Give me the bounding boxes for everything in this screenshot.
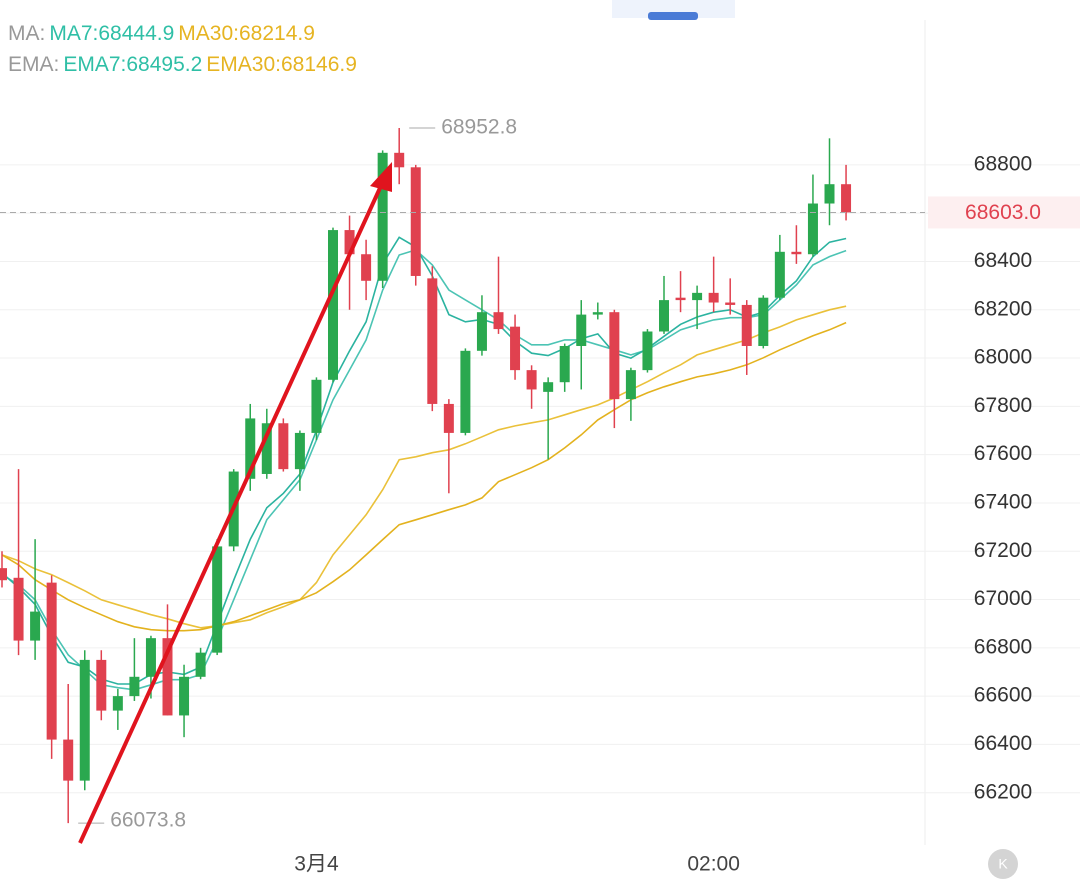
- arrow-head: [370, 162, 392, 192]
- indicator-lines: [1, 236, 847, 691]
- y-tick-label: 67800: [974, 394, 1032, 417]
- candle-body: [129, 676, 140, 697]
- annotation-label: 68952.8: [441, 116, 517, 139]
- y-tick-label: 68400: [974, 249, 1032, 272]
- legend-prefix: EMA:: [8, 53, 59, 76]
- candle-body: [63, 739, 74, 781]
- candle-body: [824, 184, 835, 204]
- indicator-line: [1, 305, 847, 629]
- candle-body: [344, 230, 355, 255]
- overlay: 68952.8 66073.8 68603.0: [0, 116, 1080, 832]
- candle-body: [294, 432, 305, 470]
- legend-item: MA7:68444.9: [49, 22, 174, 45]
- candle-body: [692, 292, 703, 301]
- x-tick-label: 02:00: [687, 853, 740, 876]
- candle-body: [609, 312, 620, 400]
- candle-body: [675, 297, 686, 301]
- candle-body: [791, 251, 802, 255]
- last-price-box: [928, 196, 1080, 229]
- tab-indicator: [648, 12, 698, 20]
- y-tick-label: 67200: [974, 539, 1032, 562]
- candle-body: [625, 370, 636, 400]
- candle-body: [576, 314, 587, 346]
- legend-item: EMA7:68495.2: [63, 53, 202, 76]
- candle-body: [212, 546, 223, 653]
- candle-body: [592, 312, 603, 315]
- y-tick-label: 66400: [974, 732, 1032, 755]
- y-tick-label: 66200: [974, 780, 1032, 803]
- candle-body: [526, 370, 537, 390]
- candle-body: [460, 350, 471, 433]
- arrow-shaft: [78, 187, 382, 844]
- last-price-label: 68603.0: [965, 201, 1041, 224]
- candle-body: [841, 184, 852, 213]
- candle-body: [311, 379, 322, 433]
- candle-body: [245, 418, 256, 479]
- candle-body: [543, 382, 554, 392]
- candle-body: [394, 152, 405, 168]
- candle-body: [410, 167, 421, 276]
- candle-body: [96, 659, 107, 711]
- candle-body: [659, 300, 669, 332]
- candle-body: [443, 403, 454, 433]
- trend-arrow: [78, 162, 392, 844]
- annotation-label: 66073.8: [110, 809, 186, 832]
- candle-body: [361, 254, 372, 281]
- candle-body: [112, 696, 123, 711]
- x-tick-label: 3月4: [294, 853, 339, 876]
- candle-body: [278, 423, 289, 470]
- y-tick-label: 67400: [974, 490, 1032, 513]
- candle-body: [377, 152, 388, 281]
- legend-item: EMA30:68146.9: [206, 53, 357, 76]
- candle-body: [13, 577, 24, 641]
- candle-body: [427, 278, 438, 404]
- candle-body: [195, 652, 206, 677]
- candles: [0, 127, 852, 824]
- candle-body: [30, 611, 41, 641]
- y-tick-label: 68000: [974, 346, 1032, 369]
- candle-body: [0, 568, 7, 581]
- indicator-line: [1, 236, 847, 685]
- y-tick-label: 68800: [974, 152, 1032, 175]
- candle-body: [162, 638, 173, 716]
- candle-body: [510, 326, 521, 371]
- k-icon: K: [998, 856, 1008, 872]
- candle-body: [708, 292, 719, 303]
- candle-body: [807, 203, 818, 255]
- y-tick-label: 66800: [974, 635, 1032, 658]
- candle-body: [476, 312, 487, 351]
- candle-body: [179, 676, 190, 716]
- candle-body: [642, 331, 653, 371]
- candle-body: [145, 638, 156, 677]
- candle-body: [493, 312, 504, 330]
- legend-item: MA30:68214.9: [178, 22, 315, 45]
- candle-body: [758, 297, 769, 346]
- y-tick-label: 67600: [974, 442, 1032, 465]
- candle-body: [261, 423, 272, 474]
- indicator-line: [1, 321, 847, 632]
- candle-body: [725, 302, 736, 305]
- y-tick-label: 68200: [974, 297, 1032, 320]
- candle-body: [741, 304, 752, 346]
- legend-prefix: MA:: [8, 22, 45, 45]
- legend-row: MA: MA7:68444.9 MA30:68214.9: [8, 22, 315, 45]
- candle-body: [79, 659, 90, 781]
- k-button[interactable]: [988, 849, 1018, 879]
- candle-body: [559, 345, 570, 383]
- indicator-line: [1, 249, 847, 691]
- candle-body: [774, 251, 785, 298]
- legend-row: EMA: EMA7:68495.2 EMA30:68146.9: [8, 53, 357, 76]
- grid: 66200 66400 66600 66800 67000 67200 67400 67600…: [0, 152, 1080, 803]
- candle-body: [46, 582, 57, 740]
- y-tick-label: 66600: [974, 684, 1032, 707]
- tab-highlight: [612, 0, 735, 18]
- y-tick-label: 67000: [974, 587, 1032, 610]
- candle-body: [328, 230, 338, 380]
